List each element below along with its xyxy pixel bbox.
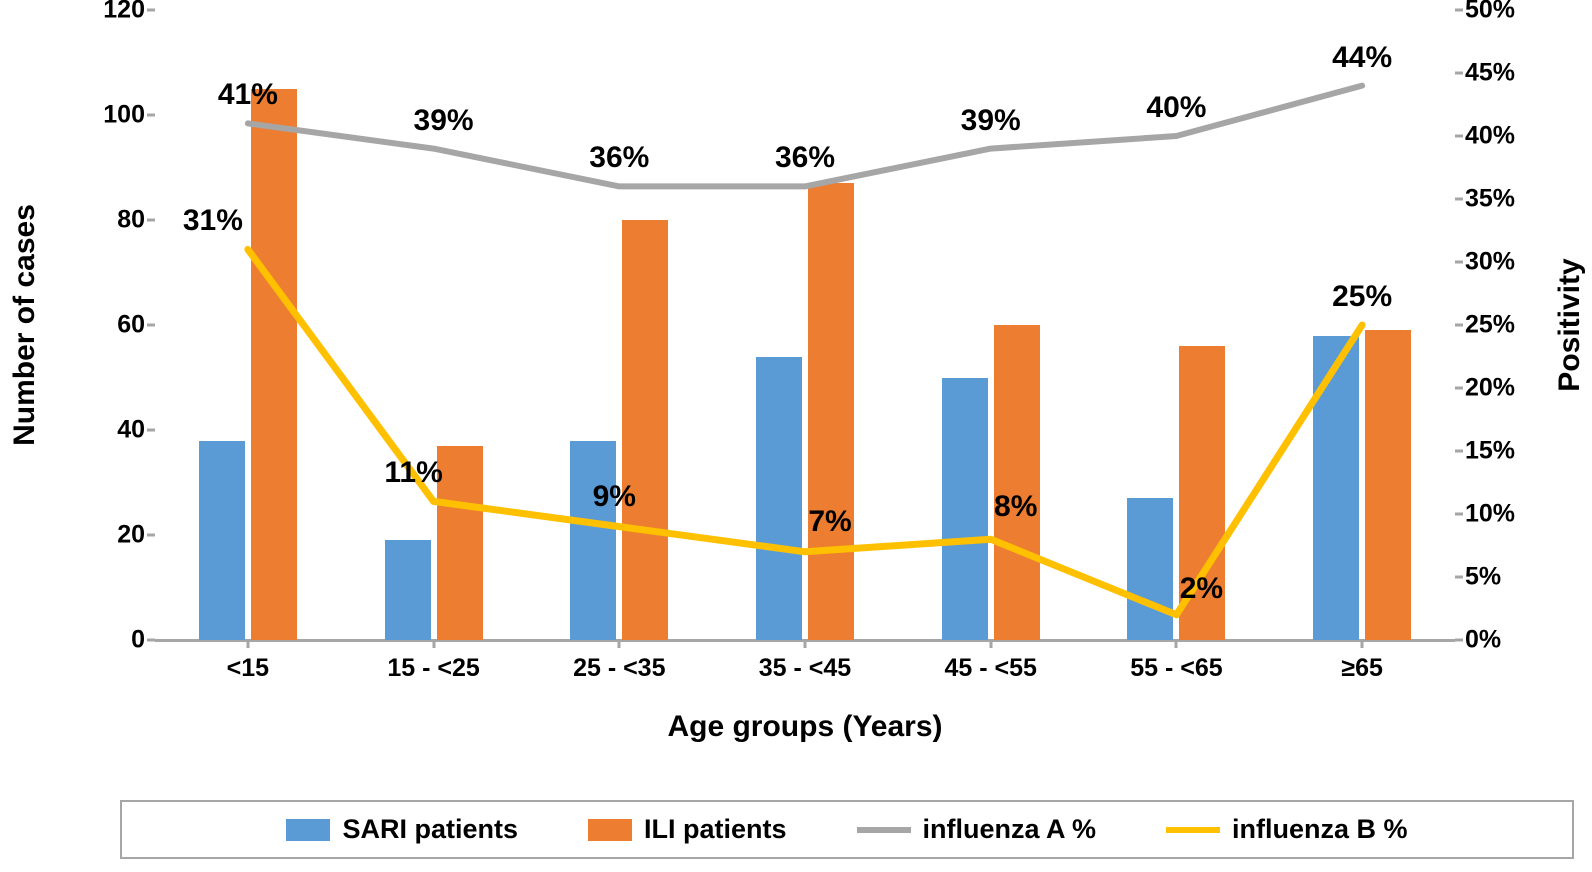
- y-right-tick-label: 25%: [1455, 311, 1515, 340]
- data-label: 44%: [1332, 41, 1392, 75]
- y-axis-right-title: Positivity: [1553, 258, 1587, 391]
- y-left-tick-label: 100: [103, 101, 155, 130]
- y-left-tick-label: 20: [117, 521, 155, 550]
- data-label: 25%: [1332, 280, 1392, 314]
- data-label: 2%: [1180, 572, 1223, 606]
- y-right-tick-label: 20%: [1455, 374, 1515, 403]
- legend-swatch: [286, 819, 330, 841]
- y-right-tick-label: 10%: [1455, 500, 1515, 529]
- legend-label: influenza B %: [1232, 814, 1408, 845]
- bar-sari-patients: [385, 540, 431, 640]
- lines-layer: [155, 10, 1455, 640]
- legend-item: influenza B %: [1166, 814, 1408, 845]
- data-label: 11%: [384, 456, 442, 490]
- legend-line-swatch: [1166, 827, 1220, 833]
- legend-label: ILI patients: [644, 814, 787, 845]
- data-label: 40%: [1146, 91, 1206, 125]
- legend-line-swatch: [857, 827, 911, 833]
- bar-ili-patients: [622, 220, 668, 640]
- plot-area: 0204060801001200%5%10%15%20%25%30%35%40%…: [155, 10, 1455, 640]
- y-left-tick-label: 60: [117, 311, 155, 340]
- x-category-label: 55 - <65: [1130, 640, 1222, 683]
- bar-ili-patients: [437, 446, 483, 640]
- legend-label: SARI patients: [342, 814, 518, 845]
- y-right-tick-label: 40%: [1455, 122, 1515, 151]
- y-left-tick-label: 80: [117, 206, 155, 235]
- x-category-label: 45 - <55: [944, 640, 1036, 683]
- x-axis-title: Age groups (Years): [667, 710, 942, 744]
- bar-sari-patients: [570, 441, 616, 641]
- y-right-tick-label: 15%: [1455, 437, 1515, 466]
- data-label: 31%: [183, 204, 243, 238]
- bar-ili-patients: [251, 89, 297, 640]
- bar-sari-patients: [1127, 498, 1173, 640]
- y-right-tick-label: 5%: [1455, 563, 1501, 592]
- x-category-label: 15 - <25: [387, 640, 479, 683]
- bar-sari-patients: [199, 441, 245, 641]
- legend-item: SARI patients: [286, 814, 518, 845]
- data-label: 39%: [961, 104, 1021, 138]
- data-label: 9%: [593, 480, 636, 514]
- data-label: 39%: [414, 104, 474, 138]
- y-left-tick-label: 40: [117, 416, 155, 445]
- data-label: 7%: [808, 505, 851, 539]
- y-right-tick-label: 0%: [1455, 626, 1501, 655]
- legend-item: ILI patients: [588, 814, 787, 845]
- y-right-tick-label: 50%: [1455, 0, 1515, 25]
- legend-swatch: [588, 819, 632, 841]
- y-axis-left-title: Number of cases: [8, 204, 42, 446]
- x-category-label: 35 - <45: [759, 640, 851, 683]
- bar-sari-patients: [942, 378, 988, 641]
- y-right-tick-label: 45%: [1455, 59, 1515, 88]
- legend-label: influenza A %: [923, 814, 1097, 845]
- data-label: 36%: [775, 141, 835, 175]
- data-label: 8%: [994, 490, 1037, 524]
- bar-sari-patients: [1313, 336, 1359, 641]
- x-category-label: 25 - <35: [573, 640, 665, 683]
- bar-ili-patients: [808, 183, 854, 640]
- y-left-tick-label: 0: [131, 626, 155, 655]
- data-label: 36%: [589, 141, 649, 175]
- legend-item: influenza A %: [857, 814, 1097, 845]
- bar-ili-patients: [1365, 330, 1411, 640]
- bar-sari-patients: [756, 357, 802, 641]
- y-left-tick-label: 120: [103, 0, 155, 25]
- chart-container: 0 20 40 60 80 100 120 0% 5% 10% 15% 20% 25% 30% 35% 40%…: [0, 0, 1592, 872]
- y-right-tick-label: 35%: [1455, 185, 1515, 214]
- y-right-tick-label: 30%: [1455, 248, 1515, 277]
- data-label: 41%: [218, 78, 278, 112]
- legend: SARI patients ILI patients influenza A % in…: [120, 800, 1574, 859]
- bar-ili-patients: [994, 325, 1040, 640]
- x-category-label: ≥65: [1341, 640, 1383, 683]
- x-category-label: <15: [227, 640, 269, 683]
